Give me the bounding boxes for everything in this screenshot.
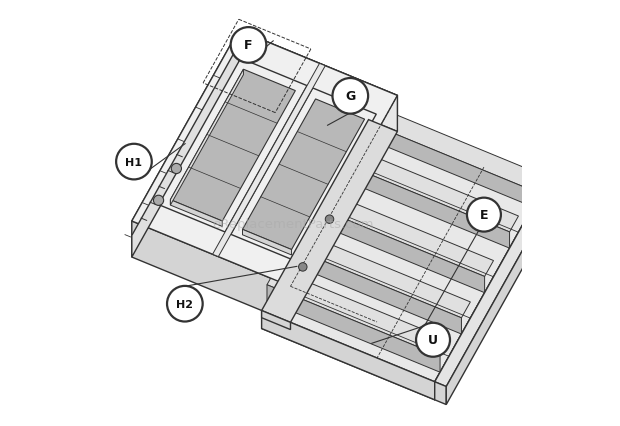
Text: F: F <box>244 39 253 52</box>
Circle shape <box>326 216 334 224</box>
Polygon shape <box>311 190 494 277</box>
Polygon shape <box>239 31 397 132</box>
Polygon shape <box>435 191 553 387</box>
Text: eReplacementParts.com: eReplacementParts.com <box>212 217 374 230</box>
Polygon shape <box>446 196 553 405</box>
Polygon shape <box>159 59 307 233</box>
Polygon shape <box>239 31 397 132</box>
Polygon shape <box>132 222 291 322</box>
Text: H2: H2 <box>176 299 193 309</box>
Polygon shape <box>288 247 461 334</box>
Circle shape <box>416 323 450 357</box>
Circle shape <box>231 28 267 63</box>
Polygon shape <box>170 70 244 206</box>
Polygon shape <box>132 31 397 287</box>
Polygon shape <box>262 120 542 382</box>
Polygon shape <box>262 120 368 329</box>
Polygon shape <box>360 120 533 207</box>
Polygon shape <box>213 64 326 257</box>
Polygon shape <box>242 230 291 255</box>
Polygon shape <box>262 311 435 400</box>
Text: H1: H1 <box>125 157 143 167</box>
Polygon shape <box>170 70 295 222</box>
Polygon shape <box>262 120 397 322</box>
Polygon shape <box>435 382 446 405</box>
Circle shape <box>116 144 152 180</box>
Polygon shape <box>267 269 449 356</box>
Text: U: U <box>428 334 438 346</box>
Polygon shape <box>262 311 291 330</box>
Polygon shape <box>132 31 239 257</box>
Circle shape <box>171 164 182 174</box>
Circle shape <box>154 196 164 206</box>
Text: G: G <box>345 90 355 103</box>
Polygon shape <box>262 138 542 400</box>
Polygon shape <box>267 285 440 372</box>
Circle shape <box>332 79 368 115</box>
Text: E: E <box>480 209 488 222</box>
Circle shape <box>299 263 307 271</box>
Polygon shape <box>337 145 518 232</box>
Polygon shape <box>360 104 542 191</box>
Polygon shape <box>170 200 223 227</box>
Polygon shape <box>337 161 510 248</box>
Polygon shape <box>231 89 376 261</box>
Polygon shape <box>132 46 239 257</box>
Polygon shape <box>242 100 365 250</box>
Polygon shape <box>288 231 471 318</box>
Polygon shape <box>435 191 542 400</box>
Circle shape <box>467 198 501 232</box>
Polygon shape <box>311 206 485 293</box>
Circle shape <box>167 286 203 322</box>
